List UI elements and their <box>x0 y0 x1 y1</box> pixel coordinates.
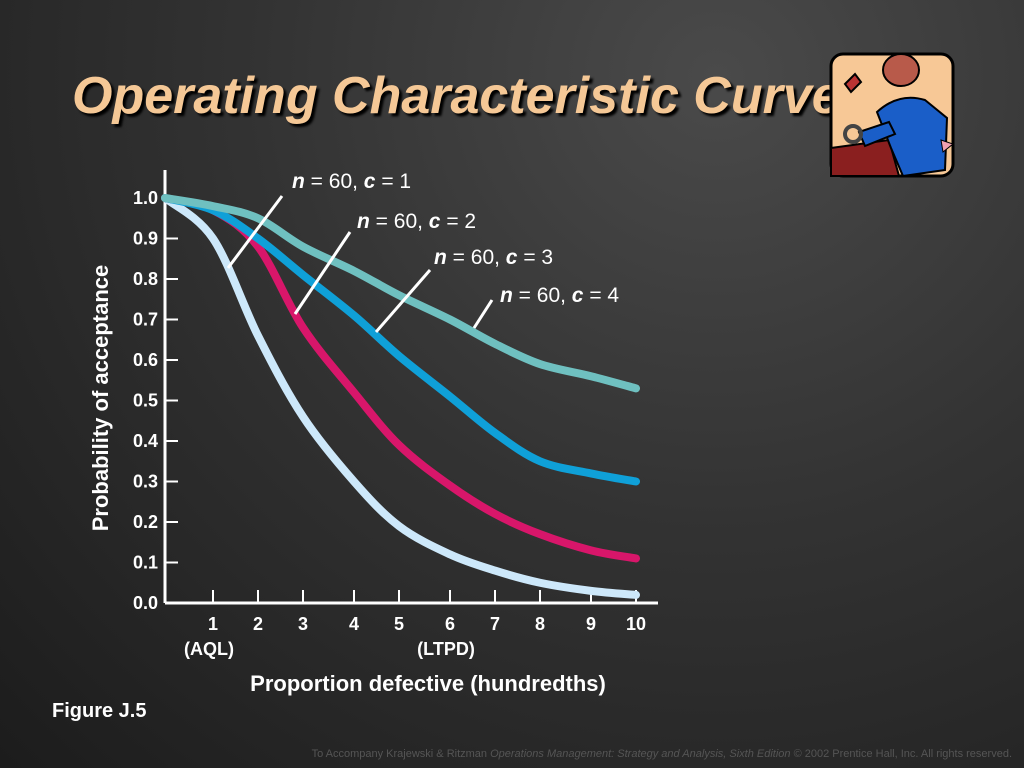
y-tick-label: 0.4 <box>133 431 158 451</box>
slide-title: Operating Characteristic Curve <box>72 67 841 125</box>
series-label: n = 60, c = 3 <box>434 246 553 269</box>
y-tick-label: 0.2 <box>133 512 158 532</box>
y-tick-label: 0.8 <box>133 269 158 289</box>
oc-curve-line <box>161 194 640 599</box>
y-tick-label: 0.6 <box>133 350 158 370</box>
y-tick-label: 0.0 <box>133 593 158 613</box>
y-tick-label: 0.5 <box>133 391 158 411</box>
x-annotation-label: (AQL) <box>184 639 234 659</box>
series-pointer-line <box>226 195 284 269</box>
y-tick-label: 0.1 <box>133 553 158 573</box>
x-tick-label: 6 <box>445 614 455 634</box>
x-tick-label: 7 <box>490 614 500 634</box>
y-tick-label: 0.3 <box>133 472 158 492</box>
copyright-footer: To Accompany Krajewski & Ritzman Operati… <box>312 748 1012 760</box>
oc-curve-line <box>161 194 640 486</box>
worker-clipart-icon <box>829 52 955 178</box>
footer-prefix: To Accompany Krajewski & Ritzman <box>311 748 491 760</box>
oc-curve-line <box>161 194 640 393</box>
x-tick-label: 1 <box>208 614 218 634</box>
x-tick-label: 10 <box>626 614 646 634</box>
x-tick-label: 9 <box>586 614 596 634</box>
x-tick-label: 4 <box>349 614 359 634</box>
series-pointer-line <box>374 269 432 333</box>
footer-book-title: Operations Management: Strategy and Anal… <box>490 748 791 760</box>
x-tick-label: 3 <box>298 614 308 634</box>
x-tick-label: 8 <box>535 614 545 634</box>
chart-series-labels: n = 60, c = 1 n = 60, c = 2 n = 60, c = 3 n… <box>226 170 619 333</box>
series-pointer-line <box>293 231 352 315</box>
series-label: n = 60, c = 1 <box>292 170 411 193</box>
footer-suffix: © 2002 Prentice Hall, Inc. All rights re… <box>790 748 1012 760</box>
chart-axes: 0.0 0.1 0.2 0.3 0.4 0.5 0.6 0.7 0.8 0.9 1.0 1 2 3 4 5 6 7… <box>133 170 658 659</box>
oc-curve-line <box>161 194 640 563</box>
series-label: n = 60, c = 2 <box>357 210 476 233</box>
x-axis-label: Proportion defective (hundredths) <box>250 671 606 696</box>
series-pointer-line <box>472 299 494 329</box>
series-label: n = 60, c = 4 <box>500 284 619 307</box>
y-axis-label: Probability of acceptance <box>88 265 113 532</box>
x-tick-label: 5 <box>394 614 404 634</box>
figure-label: Figure J.5 <box>52 700 147 722</box>
x-annotation-label: (LTPD) <box>417 639 475 659</box>
x-tick-label: 2 <box>253 614 263 634</box>
y-tick-label: 0.9 <box>133 229 158 249</box>
y-tick-label: 1.0 <box>133 188 158 208</box>
y-tick-label: 0.7 <box>133 310 158 330</box>
